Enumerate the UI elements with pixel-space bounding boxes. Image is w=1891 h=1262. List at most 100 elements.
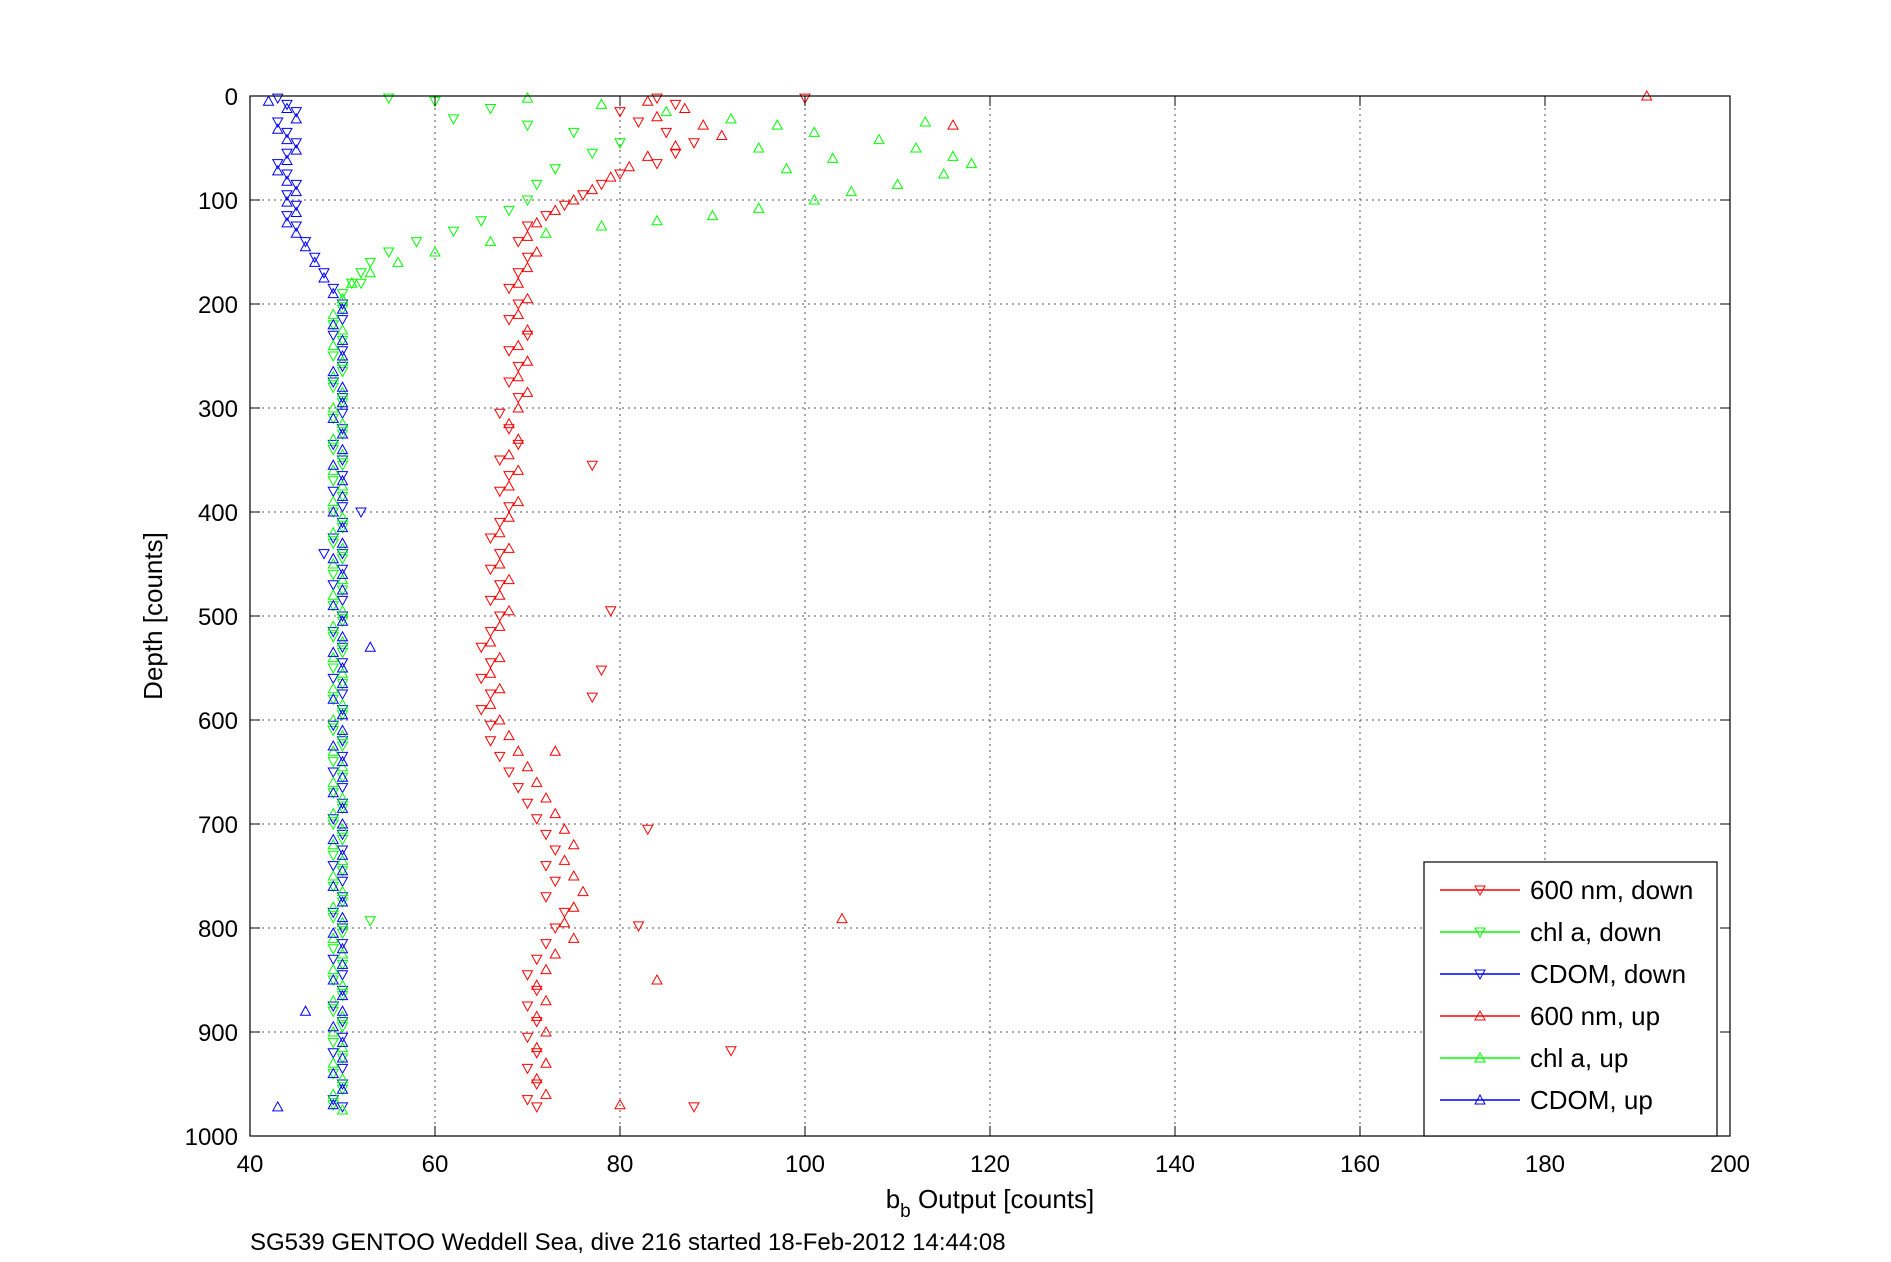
data-point bbox=[836, 912, 848, 924]
legend-marker bbox=[1474, 1009, 1486, 1021]
y-tick-label: 300 bbox=[198, 396, 238, 423]
data-point bbox=[521, 195, 534, 207]
data-point bbox=[336, 455, 349, 467]
data-point bbox=[549, 845, 562, 857]
data-point bbox=[327, 412, 340, 423]
data-point bbox=[327, 1088, 340, 1099]
data-point bbox=[475, 642, 488, 654]
data-point bbox=[327, 632, 340, 643]
data-point bbox=[336, 381, 349, 392]
data-point bbox=[530, 1010, 543, 1021]
data-point bbox=[512, 237, 525, 248]
data-point bbox=[512, 268, 525, 279]
data-point bbox=[336, 1041, 349, 1053]
data-point bbox=[327, 994, 340, 1006]
data-point bbox=[336, 1102, 349, 1113]
data-point bbox=[549, 807, 562, 819]
legend-marker bbox=[1474, 969, 1486, 981]
y-tick-label: 800 bbox=[198, 916, 238, 943]
data-point bbox=[327, 776, 340, 787]
data-point bbox=[503, 511, 515, 522]
data-point bbox=[336, 604, 349, 616]
data-point bbox=[336, 829, 349, 841]
data-point bbox=[336, 635, 349, 647]
data-point bbox=[530, 245, 543, 257]
data-point bbox=[947, 150, 959, 161]
data-point bbox=[725, 1046, 737, 1057]
data-point bbox=[660, 105, 673, 117]
data-point bbox=[336, 647, 349, 659]
data-point bbox=[336, 303, 349, 314]
data-point bbox=[327, 786, 340, 798]
series-600-nm-up bbox=[484, 89, 1653, 1110]
data-point bbox=[327, 1048, 340, 1059]
data-point bbox=[336, 583, 349, 595]
data-point bbox=[336, 823, 349, 834]
data-point bbox=[540, 994, 552, 1006]
data-point bbox=[336, 985, 349, 997]
data-point bbox=[521, 970, 534, 981]
legend: 600 nm, down chl a, down CDOM, down 600 nm,… bbox=[1423, 861, 1718, 1137]
data-point bbox=[558, 907, 571, 919]
data-point bbox=[327, 819, 340, 831]
data-point bbox=[336, 667, 349, 678]
data-point bbox=[336, 502, 349, 513]
data-point bbox=[651, 93, 663, 105]
data-point bbox=[318, 271, 330, 283]
data-point bbox=[521, 221, 534, 233]
data-point bbox=[327, 287, 340, 299]
data-point bbox=[632, 117, 645, 129]
data-point bbox=[549, 947, 562, 959]
data-point bbox=[281, 133, 293, 145]
data-point bbox=[688, 138, 700, 149]
x-tick-label: 80 bbox=[607, 1151, 634, 1178]
data-point bbox=[336, 755, 349, 767]
data-point bbox=[771, 119, 784, 130]
data-point bbox=[336, 958, 349, 969]
data-point bbox=[549, 164, 562, 175]
data-point bbox=[271, 164, 284, 176]
data-point bbox=[336, 355, 349, 366]
data-point bbox=[614, 138, 626, 149]
x-tick-label: 60 bbox=[422, 1151, 449, 1178]
data-point bbox=[632, 921, 645, 932]
data-point bbox=[327, 464, 340, 475]
data-point bbox=[549, 923, 562, 935]
data-point bbox=[336, 611, 349, 623]
data-point bbox=[919, 115, 932, 127]
data-point bbox=[327, 308, 340, 319]
data-point bbox=[336, 928, 349, 940]
data-point bbox=[336, 361, 349, 373]
data-point bbox=[281, 102, 293, 113]
data-point bbox=[512, 393, 525, 404]
data-point bbox=[336, 642, 349, 654]
data-point bbox=[327, 954, 340, 966]
data-point bbox=[318, 268, 330, 279]
data-point bbox=[327, 377, 340, 389]
data-point bbox=[327, 401, 340, 413]
data-point bbox=[382, 93, 395, 105]
data-point bbox=[336, 939, 349, 950]
data-point bbox=[503, 283, 515, 295]
data-point bbox=[336, 386, 349, 397]
data-point bbox=[484, 533, 497, 545]
data-point bbox=[327, 880, 340, 891]
data-point bbox=[503, 448, 515, 460]
data-point bbox=[290, 227, 303, 238]
series-chl-a-up bbox=[327, 92, 978, 1115]
data-point bbox=[336, 479, 349, 491]
data-point bbox=[336, 367, 349, 378]
data-point bbox=[586, 148, 599, 160]
data-point bbox=[364, 641, 377, 652]
data-point bbox=[327, 1006, 340, 1018]
legend-label: 600 nm, up bbox=[1530, 1001, 1660, 1031]
data-point bbox=[503, 729, 515, 741]
data-point bbox=[493, 526, 506, 538]
data-point bbox=[336, 895, 349, 907]
data-point bbox=[281, 211, 293, 222]
data-point bbox=[336, 911, 349, 923]
data-point bbox=[336, 1072, 349, 1084]
data-point bbox=[336, 923, 349, 935]
data-point bbox=[493, 486, 506, 498]
data-point bbox=[558, 916, 571, 928]
